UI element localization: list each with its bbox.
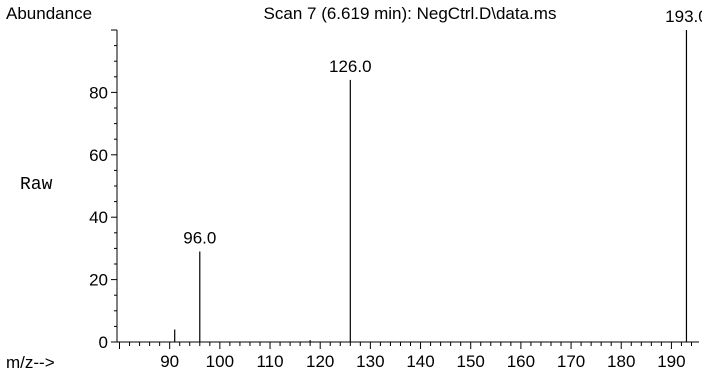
x-tick-label: 90 bbox=[160, 352, 179, 370]
x-tick-label: 140 bbox=[406, 352, 434, 370]
peaks: 96.0 126.0 193.0 bbox=[174, 7, 702, 342]
x-tick-label: 120 bbox=[306, 352, 334, 370]
x-tick-label: 150 bbox=[457, 352, 485, 370]
peak-label: 126.0 bbox=[329, 57, 372, 76]
y-tick-label: 60 bbox=[89, 146, 108, 165]
x-tick-label: 160 bbox=[507, 352, 535, 370]
y-tick-label: 0 bbox=[99, 333, 108, 352]
xlabel-mz: m/z--> bbox=[6, 353, 55, 370]
x-tick-label: 100 bbox=[206, 352, 234, 370]
y-tick-label: 80 bbox=[89, 83, 108, 102]
peak-label: 96.0 bbox=[183, 229, 216, 248]
x-tick-label: 180 bbox=[607, 352, 635, 370]
y-tick-label: 40 bbox=[89, 208, 108, 227]
ylabel-abundance: Abundance bbox=[6, 4, 92, 23]
axes: 0 20 40 60 80 90 100 110 120 130 140 150 160 170 180 19… bbox=[89, 29, 699, 370]
y-tick-label: 20 bbox=[89, 271, 108, 290]
peak-label: 193.0 bbox=[665, 7, 702, 26]
chart-title: Scan 7 (6.619 min): NegCtrl.D\data.ms bbox=[264, 4, 557, 23]
ylabel-raw: Raw bbox=[20, 175, 53, 195]
x-tick-label: 130 bbox=[356, 352, 384, 370]
x-tick-label: 190 bbox=[657, 352, 685, 370]
x-tick-label: 170 bbox=[557, 352, 585, 370]
x-tick-label: 110 bbox=[256, 352, 283, 370]
